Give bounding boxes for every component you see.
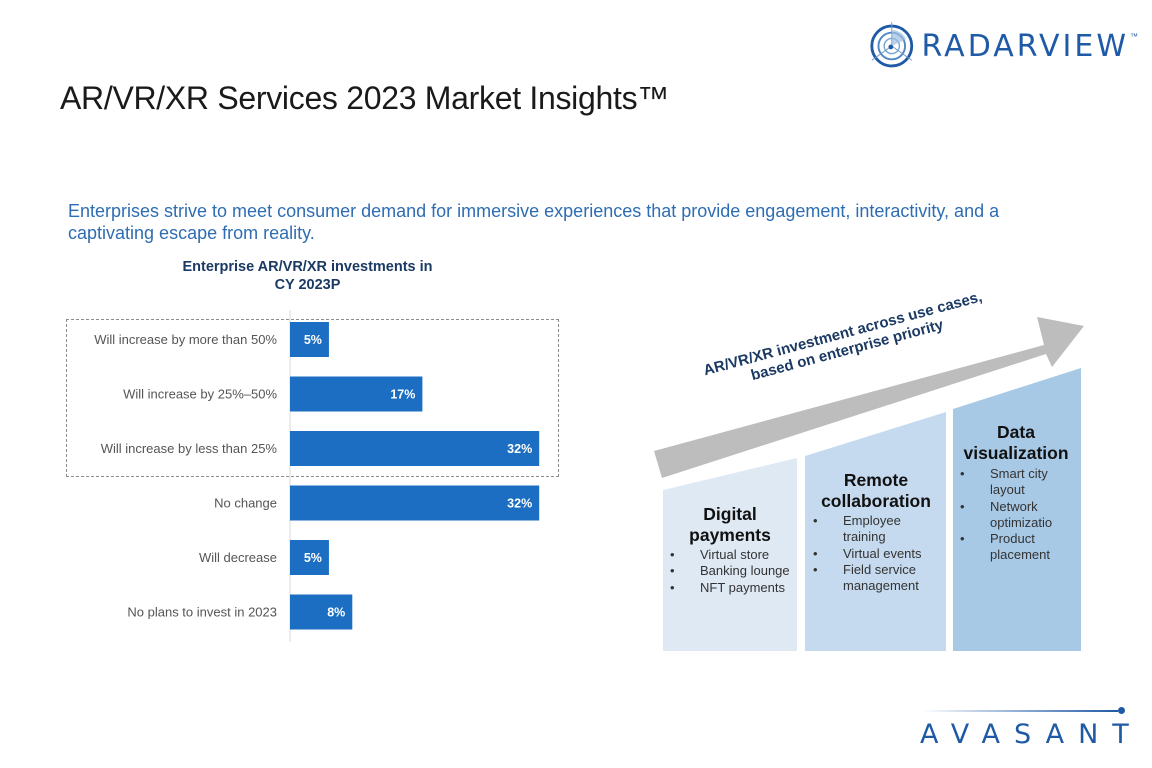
list-item: Network optimizatio: [960, 499, 1080, 532]
logo-line: [922, 710, 1118, 712]
category-label: No plans to invest in 2023: [127, 605, 277, 620]
column-list: Employee training Virtual events Field s…: [813, 513, 943, 594]
radar-icon: [870, 22, 914, 68]
priority-arrow: [654, 317, 1084, 478]
list-item: Smart city layout: [960, 466, 1080, 499]
chart-title-line-2: CY 2023P: [274, 277, 341, 293]
value-label: 5%: [304, 551, 322, 565]
bar-row: Will increase by more than 50% 5%: [94, 322, 329, 357]
list-item: Banking lounge: [670, 563, 795, 580]
increase-group-box: [66, 319, 559, 477]
category-label: Will increase by more than 50%: [94, 332, 277, 347]
column-title: Remote collaboration: [821, 470, 931, 511]
avasant-wordmark: AVASANT: [920, 719, 1143, 750]
value-label: 5%: [304, 333, 322, 347]
column-list: Virtual store Banking lounge NFT payment…: [670, 547, 795, 596]
chart-title: Enterprise AR/VR/XR investments in CY 20…: [150, 258, 465, 294]
bar-row: No plans to invest in 2023 8%: [127, 594, 353, 630]
value-label: 32%: [507, 442, 532, 456]
column-list: Smart city layout Network optimizatio Pr…: [960, 466, 1080, 564]
arrow-shape: [654, 317, 1084, 478]
bar: [290, 322, 329, 357]
bar-row: Will increase by 25%–50% 17%: [123, 376, 423, 412]
bar: [290, 376, 423, 412]
bar-row: Will decrease 5%: [199, 540, 329, 575]
value-label: 8%: [327, 606, 345, 620]
column-title: Digital payments: [689, 504, 771, 545]
list-item: Virtual store: [670, 547, 795, 564]
logo-dot: [1118, 707, 1125, 714]
radarview-logo: RADARVIEW ™: [868, 20, 1138, 72]
value-label: 32%: [507, 497, 532, 511]
list-item: Product placement: [960, 531, 1080, 564]
bar: [290, 431, 540, 466]
list-item: Employee training: [813, 513, 943, 546]
list-item: NFT payments: [670, 580, 795, 597]
category-label: Will increase by 25%–50%: [123, 387, 277, 402]
trademark-mark: ™: [1130, 32, 1138, 41]
category-label: Will decrease: [199, 550, 277, 565]
bar: [290, 485, 540, 521]
avasant-logo: AVASANT: [918, 702, 1133, 750]
bar-row: No change 32%: [214, 485, 540, 521]
radarview-wordmark: RADARVIEW: [921, 28, 1129, 64]
list-item: Virtual events: [813, 546, 943, 563]
subtitle: Enterprises strive to meet consumer dema…: [68, 201, 1000, 243]
chart-title-line-1: Enterprise AR/VR/XR investments in: [182, 259, 433, 275]
column-title: Data visualization: [963, 422, 1069, 463]
value-label: 17%: [390, 388, 415, 402]
category-label: No change: [214, 496, 277, 511]
bar: [290, 594, 353, 630]
bar: [290, 540, 329, 575]
category-label: Will increase by less than 25%: [101, 441, 278, 456]
list-item: Field service management: [813, 562, 943, 595]
bar-chart: Will increase by more than 50% 5%Will inc…: [94, 310, 540, 642]
bar-row: Will increase by less than 25% 32%: [101, 431, 540, 466]
page-title: AR/VR/XR Services 2023 Market Insights™: [60, 80, 669, 116]
